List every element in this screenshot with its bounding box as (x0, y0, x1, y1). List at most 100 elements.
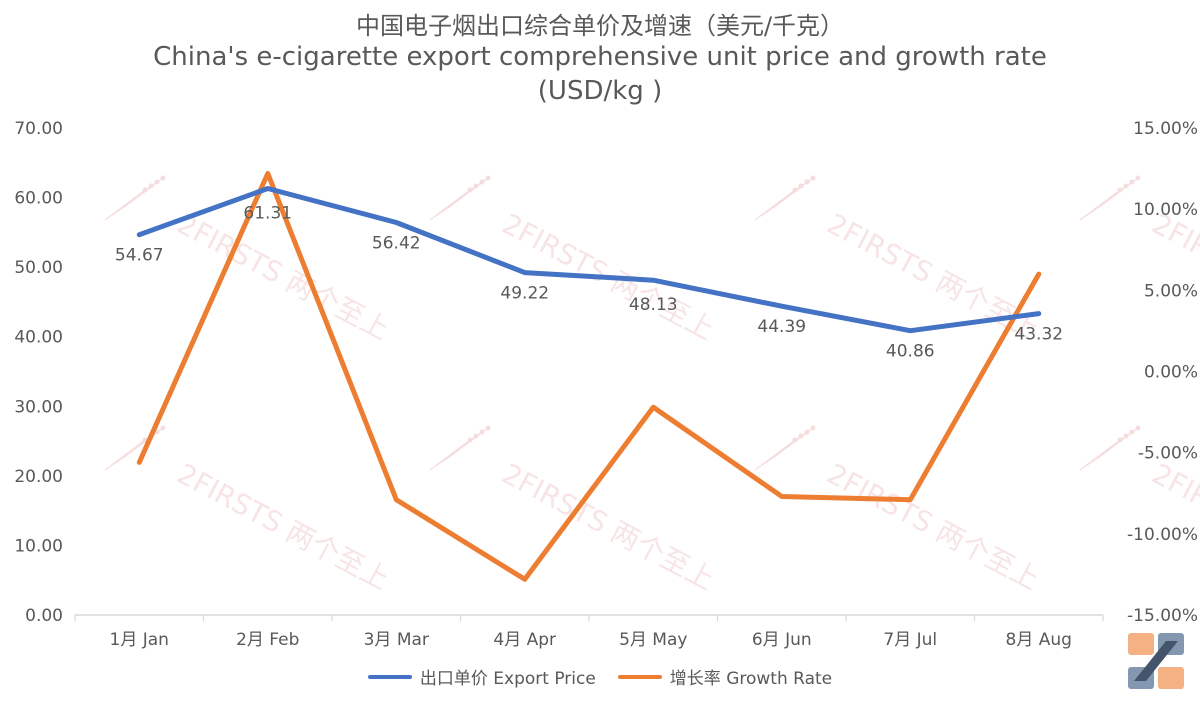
data-label-price: 56.42 (372, 233, 421, 253)
watermark-dot (804, 179, 810, 185)
legend-label-growth: 增长率 Growth Rate (669, 669, 833, 689)
watermark-stroke (110, 435, 152, 467)
watermark-dot (485, 175, 491, 181)
watermark-stroke (754, 439, 796, 471)
watermark-stroke (447, 427, 489, 459)
y-left-tick-label: 70.00 (14, 119, 63, 139)
y-left-tick-label: 30.00 (14, 397, 63, 417)
watermark-stroke (760, 435, 802, 467)
x-tick-label: 3月 Mar (364, 630, 429, 650)
y-left-tick-label: 20.00 (14, 467, 63, 487)
watermark-layer: 2FIRSTS 两个至上 2FIRSTS 两个至上 2FIRSTS 两个至上 2FIR… (104, 175, 1200, 597)
watermark-stroke (104, 439, 146, 471)
watermark-dot (160, 425, 166, 431)
watermark-stroke (1091, 431, 1133, 463)
watermark-stroke (1097, 177, 1139, 209)
watermark-dot (1129, 429, 1135, 435)
y-left-tick-label: 10.00 (14, 536, 63, 556)
watermark-text: 2FIRSTS 两个至上 (822, 457, 1045, 597)
watermark-dot (810, 175, 816, 181)
watermark-stroke (1091, 181, 1133, 213)
data-label-price: 48.13 (629, 295, 678, 315)
x-tick-label: 2月 Feb (236, 630, 299, 650)
watermark-stroke (754, 189, 796, 221)
watermark-dot (473, 433, 479, 439)
watermark-dot (142, 187, 148, 193)
chart-title-en: China's e-cigarette export comprehensive… (153, 42, 1047, 72)
y-left-tick-label: 60.00 (14, 189, 63, 209)
watermark-dot (798, 433, 804, 439)
watermark-stroke (122, 427, 164, 459)
watermark-dot (467, 187, 473, 193)
y-right-tick-label: 5.00% (1144, 281, 1198, 301)
watermark-dot (154, 179, 160, 185)
watermark-dot (1123, 433, 1129, 439)
data-label-price: 43.32 (1014, 325, 1063, 345)
y-right-tick-label: 0.00% (1144, 363, 1198, 383)
y-right-tick-label: 15.00% (1133, 119, 1198, 139)
watermark-dot (1123, 183, 1129, 189)
watermark: 2FIRSTS 两个至上 (104, 425, 395, 597)
watermark-stroke (116, 181, 158, 213)
watermark-dot (479, 429, 485, 435)
data-label-price: 49.22 (500, 284, 549, 304)
legend-swatch-growth (617, 674, 662, 679)
watermark-stroke (766, 181, 808, 213)
watermark-dot (479, 179, 485, 185)
data-label-price: 61.31 (243, 203, 292, 223)
legend-label-price: 出口单价 Export Price (419, 669, 596, 689)
watermark-stroke (766, 431, 808, 463)
y-right-tick-label: -15.00% (1127, 606, 1198, 626)
series-layer (136, 171, 1042, 582)
y-right-tick-label: -5.00% (1138, 444, 1198, 464)
legend-item-price: 出口单价 Export Price (367, 664, 596, 689)
x-tick-label: 8月 Aug (1006, 630, 1072, 650)
legend: 出口单价 Export Price 增长率 Growth Rate (0, 664, 1200, 689)
brand-logo-icon (1128, 633, 1184, 689)
x-tick-label: 5月 May (619, 630, 687, 650)
data-labels: 54.67 61.31 56.42 49.22 48.13 44.39 40.86 43.32 (115, 203, 1063, 361)
watermark-stroke (1079, 189, 1121, 221)
chart-title-unit: (USD/kg ) (537, 76, 663, 106)
watermark-dot (1135, 175, 1141, 181)
watermark-stroke (429, 189, 471, 221)
watermark-stroke (122, 177, 164, 209)
x-tick-label: 7月 Jul (883, 630, 937, 650)
data-label-price: 40.86 (886, 342, 935, 362)
watermark-dot (485, 425, 491, 431)
watermark-dot (1117, 437, 1123, 443)
watermark: 2FIRSTS 两个至上 (429, 175, 720, 347)
watermark-dot (792, 187, 798, 193)
watermark-dot (467, 437, 473, 443)
y-left-tick-label: 40.00 (14, 328, 63, 348)
data-label-price: 54.67 (115, 246, 164, 266)
series-line-growth-rate (136, 171, 1042, 582)
watermark-dot (1117, 187, 1123, 193)
watermark-stroke (429, 439, 471, 471)
watermark-stroke (772, 427, 814, 459)
watermark-text: 2FIRSTS 两个至上 (172, 457, 395, 597)
y-right-tick-label: -10.00% (1127, 525, 1198, 545)
watermark-stroke (447, 177, 489, 209)
watermark-dot (1129, 179, 1135, 185)
watermark-dot (798, 183, 804, 189)
x-tick-label: 1月 Jan (110, 630, 169, 650)
y-left-tick-label: 50.00 (14, 258, 63, 278)
watermark-text: 2FIRSTS 两个至上 (1147, 207, 1200, 347)
legend-item-growth: 增长率 Growth Rate (617, 664, 833, 689)
axes: 1月 Jan 2月 Feb 3月 Mar 4月 Apr 5月 May 6月 Jun 7月 J… (14, 119, 1198, 650)
watermark-stroke (441, 181, 483, 213)
series-line-export-price (136, 186, 1042, 334)
watermark-dot (160, 175, 166, 181)
data-label-price: 44.39 (757, 317, 806, 337)
watermark-stroke (435, 185, 477, 217)
watermark-stroke (1097, 427, 1139, 459)
watermark-stroke (1085, 435, 1127, 467)
watermark-stroke (435, 435, 477, 467)
watermark-dot (473, 183, 479, 189)
watermark-text: 2FIRSTS 两个至上 (172, 207, 395, 347)
watermark-dot (1135, 425, 1141, 431)
y-right-tick-label: 10.00% (1133, 200, 1198, 220)
x-tick-label: 6月 Jun (752, 630, 812, 650)
y-left-tick-label: 0.00 (25, 606, 63, 626)
